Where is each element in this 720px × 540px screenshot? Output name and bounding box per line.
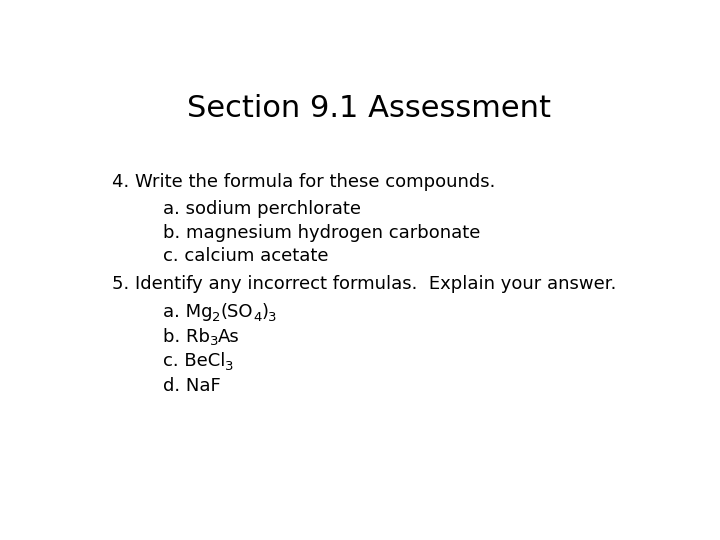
- Text: a. Mg: a. Mg: [163, 303, 212, 321]
- Text: d. NaF: d. NaF: [163, 377, 220, 395]
- Text: b. magnesium hydrogen carbonate: b. magnesium hydrogen carbonate: [163, 224, 480, 241]
- Text: b. Rb: b. Rb: [163, 328, 210, 346]
- Text: 3: 3: [269, 310, 277, 323]
- Text: 2: 2: [212, 310, 220, 323]
- Text: c. BeCl: c. BeCl: [163, 352, 225, 370]
- Text: c. calcium acetate: c. calcium acetate: [163, 247, 328, 265]
- Text: a. sodium perchlorate: a. sodium perchlorate: [163, 200, 361, 218]
- Text: Section 9.1 Assessment: Section 9.1 Assessment: [187, 94, 551, 123]
- Text: 5. Identify any incorrect formulas.  Explain your answer.: 5. Identify any incorrect formulas. Expl…: [112, 275, 617, 293]
- Text: As: As: [218, 328, 240, 346]
- Text: 3: 3: [210, 335, 218, 348]
- Text: 4. Write the formula for these compounds.: 4. Write the formula for these compounds…: [112, 173, 495, 191]
- Text: ): ): [261, 303, 269, 321]
- Text: 3: 3: [225, 360, 233, 373]
- Text: (SO: (SO: [220, 303, 253, 321]
- Text: 4: 4: [253, 310, 261, 323]
